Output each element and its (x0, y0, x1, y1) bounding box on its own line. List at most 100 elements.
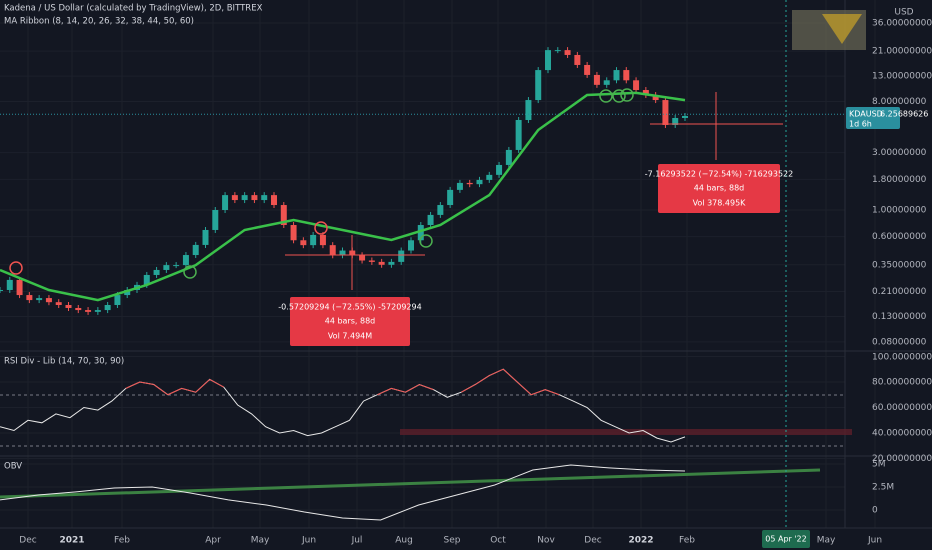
candle (114, 295, 121, 305)
buy-signal (620, 88, 634, 102)
moving-average (0, 91, 686, 302)
candle (437, 205, 444, 215)
candle (339, 250, 346, 256)
rsi-overbought (209, 378, 224, 388)
marks (0, 47, 845, 521)
candle (153, 269, 160, 275)
y-tick-label: 3.00000000 (872, 148, 927, 158)
candle (388, 261, 395, 265)
candle (447, 189, 454, 206)
y-tick-label: 1.80000000 (872, 175, 927, 185)
y-tick-label: 8.00000000 (872, 97, 927, 107)
time-tick-label: 2022 (628, 536, 653, 546)
rsi-overbought (516, 381, 532, 396)
time-tick-label: 2021 (59, 536, 84, 546)
time-tick-label: Jun (301, 536, 316, 546)
candle (163, 265, 170, 270)
candle (65, 304, 72, 308)
price-tag-symbol: KDAUSD (849, 110, 883, 119)
time-tick-label: Jul (351, 536, 363, 546)
candle (45, 298, 52, 303)
time-cursor-box (762, 530, 810, 548)
measure-text: -0.57209294 (−72.55%) -57209294 (278, 303, 421, 312)
y-tick-label: 5M (872, 459, 886, 469)
rsi-overbought (531, 389, 546, 396)
rsi-overbought (153, 384, 169, 396)
rsi-overbought (489, 368, 504, 377)
time-tick-label: May (251, 536, 270, 546)
candle (505, 149, 512, 165)
y-tick-label: 20.00000000 (872, 454, 932, 464)
y-tick-label: 13.00000000 (872, 72, 932, 82)
y-tick-label: 0.08000000 (872, 337, 927, 347)
candle (26, 295, 33, 301)
sell-signal (314, 221, 328, 235)
candle (241, 195, 248, 201)
buy-signal (599, 89, 613, 103)
candle (251, 195, 258, 201)
candle (417, 225, 424, 241)
rsi-overbought (545, 389, 560, 396)
candle (427, 214, 434, 226)
candle (310, 234, 317, 246)
buy-signal (612, 89, 626, 103)
rsi-overbought (377, 387, 392, 396)
candle (545, 50, 551, 71)
time-tick-label: Dec (584, 536, 601, 546)
candle (496, 164, 503, 175)
measure-box (290, 297, 410, 346)
y-tick-label: 0.21000000 (872, 287, 927, 297)
rsi-overbought (475, 375, 490, 385)
time-tick-label: Feb (679, 536, 695, 546)
time-tick-label: Sep (444, 536, 461, 546)
candle (603, 80, 610, 85)
y-tick-label: 0.35000000 (872, 260, 927, 270)
rsi-overbought (419, 384, 434, 391)
candle (94, 310, 101, 312)
candle (486, 174, 493, 180)
price-tag-value: 6.25689626 (880, 110, 928, 119)
measure-box (658, 164, 780, 213)
candle (633, 80, 640, 91)
y-tick-label: 0.60000000 (872, 232, 927, 242)
candle (192, 244, 199, 256)
y-tick-label: 40.00000000 (872, 429, 932, 439)
y-tick-label: 21.00000000 (872, 47, 932, 57)
y-tick-label: 80.00000000 (872, 377, 932, 387)
indicator-line (0, 464, 686, 521)
time-tick-label: Feb (114, 536, 130, 546)
time-cursor-label: 05 Apr '22 (765, 535, 806, 544)
candle (613, 70, 620, 81)
rsi-overbought (405, 384, 420, 393)
time-tick-label: Aug (395, 536, 413, 546)
candle (55, 302, 62, 305)
y-tick-label: 1.00000000 (872, 205, 927, 215)
symbol-title: Kadena / US Dollar (calculated by Tradin… (4, 4, 263, 14)
y-tick-label: 0 (872, 505, 878, 515)
candle (554, 50, 561, 52)
y-tick-label: 100.00000000 (872, 353, 932, 363)
rsi-overbought (391, 387, 406, 393)
candle (319, 234, 326, 246)
obv-title: OBV (4, 462, 22, 472)
time-tick-label: Oct (490, 536, 506, 546)
candle (16, 279, 23, 296)
logo-shape (822, 14, 862, 44)
buy-signal (419, 234, 433, 248)
candle (75, 307, 82, 311)
candle (623, 70, 630, 81)
obv-trendline (0, 468, 821, 499)
candle (231, 195, 238, 201)
candle (662, 100, 669, 125)
candle (202, 229, 209, 245)
measure-text: 44 bars, 88d (694, 184, 745, 193)
measure-text: Vol 7.494M (328, 332, 372, 341)
candle (593, 74, 600, 85)
candle (682, 115, 688, 118)
candle (271, 195, 277, 206)
candle (652, 95, 659, 101)
candle (0, 289, 3, 291)
rsi-overbought (181, 387, 196, 393)
candle (642, 90, 649, 96)
